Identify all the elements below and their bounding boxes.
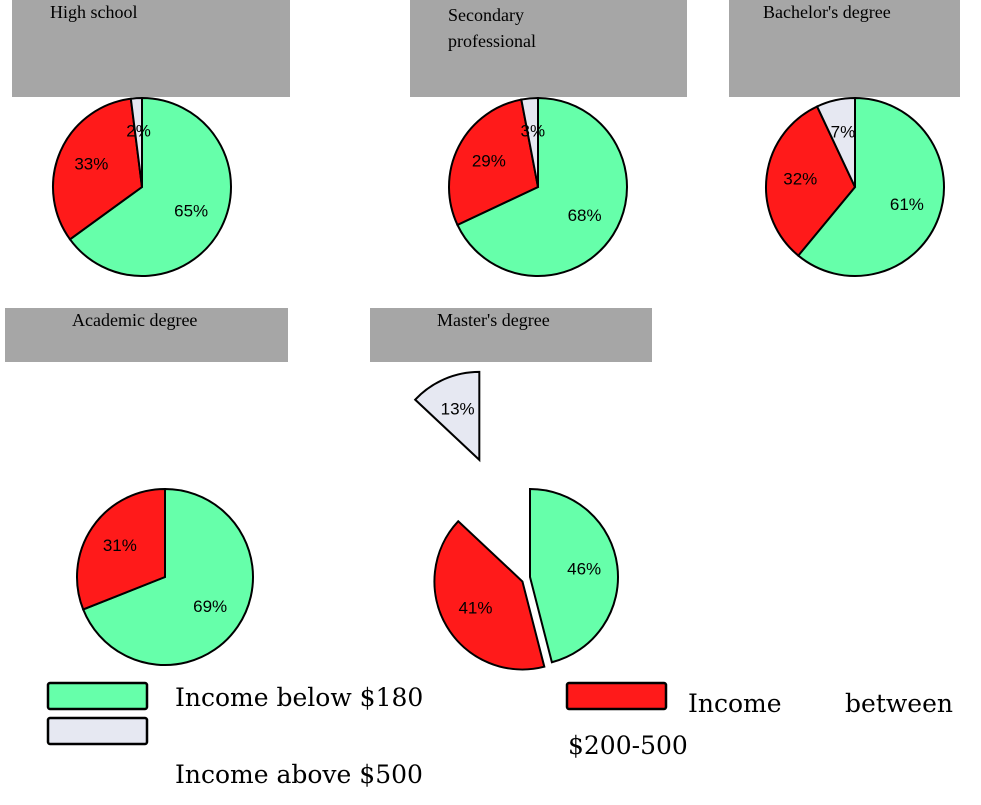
pie-slice (68, 96, 232, 277)
chart-title: Secondary professional (410, 0, 687, 97)
pie-slice (765, 105, 857, 257)
legend-label: Income above $500 (175, 760, 423, 789)
legend-swatch (565, 681, 668, 711)
pie-slice (413, 370, 481, 463)
pie-slice (52, 97, 144, 241)
pie-slice (433, 519, 546, 671)
chart-title: High school (12, 0, 290, 97)
pie-slice (529, 487, 619, 664)
legend-swatch (46, 716, 149, 746)
pie-slice (520, 96, 539, 188)
legend-label: Income below $180 (175, 683, 424, 712)
chart-title: Academic degree (5, 308, 288, 362)
data-label: 29% (472, 151, 506, 170)
data-label: 61% (890, 195, 924, 214)
data-label: 7% (831, 123, 856, 142)
data-label: 65% (174, 202, 208, 221)
pie-slice (448, 98, 540, 227)
pie-slice (76, 487, 166, 611)
pie-slice (456, 96, 628, 277)
pie-slice (129, 96, 143, 188)
legend-swatch (46, 681, 149, 711)
data-label: 3% (521, 122, 546, 141)
chart-title: Master's degree (370, 308, 652, 362)
data-label: 68% (568, 206, 602, 225)
data-label: 69% (193, 597, 227, 616)
legend-label: Income between $200-500 (568, 689, 953, 760)
data-label: 41% (458, 599, 492, 618)
data-label: 33% (74, 155, 108, 174)
pie-slice (81, 487, 254, 666)
pie-slice (815, 96, 856, 188)
data-label: 32% (783, 170, 817, 189)
pie-slice (796, 96, 945, 277)
chart-title: Bachelor's degree (729, 0, 960, 97)
data-label: 46% (567, 560, 601, 579)
data-label: 2% (126, 121, 151, 140)
data-label: 31% (103, 536, 137, 555)
data-label: 13% (441, 399, 475, 418)
